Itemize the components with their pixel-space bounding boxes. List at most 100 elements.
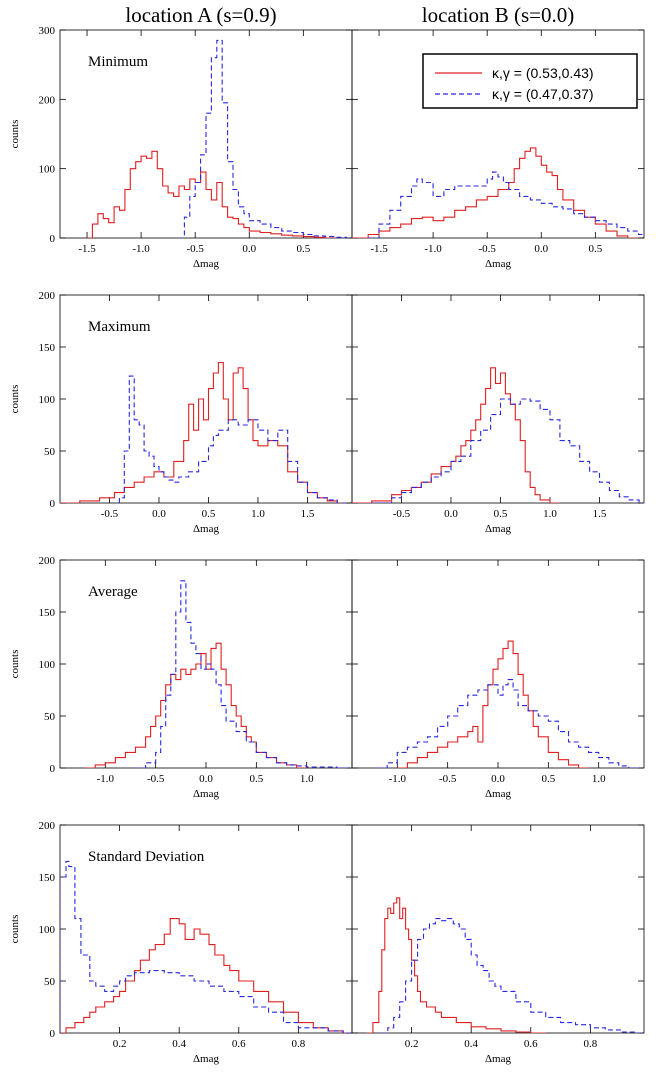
x-tick-label-0: 0.0 bbox=[444, 508, 458, 520]
panel-frame bbox=[351, 294, 645, 504]
x-tick-label-0p2: 0.2 bbox=[405, 1038, 419, 1050]
y-tick-label-200: 200 bbox=[39, 290, 56, 302]
panel-label: Minimum bbox=[88, 54, 148, 70]
series-1-histogram bbox=[377, 679, 639, 768]
series-1-histogram bbox=[381, 918, 644, 1033]
panels: 0 100 200 300 -1.5 -1.0 -0.5 0.0 0.5 Δmag counts Mi… bbox=[9, 25, 645, 1065]
y-tick-label-0: 0 bbox=[50, 233, 56, 245]
series-0-histogram bbox=[352, 147, 639, 238]
x-tick-label-1: 1.0 bbox=[543, 508, 557, 520]
x-tick-label-1p5: 1.5 bbox=[301, 508, 315, 520]
x-tick-label-m1p5: -1.5 bbox=[78, 243, 96, 255]
x-tick-label-0: 0.0 bbox=[491, 773, 505, 785]
y-tick-label-0: 0 bbox=[50, 498, 56, 510]
x-tick-label-0p5: 0.5 bbox=[202, 508, 216, 520]
legend-label-1: κ,γ = (0.47,0.37) bbox=[492, 86, 594, 102]
x-tick-label-0p5: 0.5 bbox=[541, 773, 555, 785]
y-tick-label-300: 300 bbox=[39, 25, 56, 37]
y-axis-label: counts bbox=[9, 650, 21, 679]
y-tick-label-50: 50 bbox=[44, 446, 56, 458]
series-1-histogram bbox=[135, 580, 352, 768]
y-tick-label-200: 200 bbox=[39, 555, 56, 567]
y-tick-label-100: 100 bbox=[39, 659, 56, 671]
x-tick-label-m0p5: -0.5 bbox=[478, 243, 496, 255]
x-tick-label-0p4: 0.4 bbox=[464, 1038, 478, 1050]
panel-5: -1.0 -0.5 0.0 0.5 1.0 Δmag bbox=[351, 559, 645, 800]
x-tick-label-0p5: 0.5 bbox=[249, 773, 263, 785]
panel-label: Average bbox=[88, 584, 138, 600]
x-tick-label-0p2: 0.2 bbox=[113, 1038, 127, 1050]
x-tick-label-1: 1.0 bbox=[592, 773, 606, 785]
legend: κ,γ = (0.53,0.43) κ,γ = (0.47,0.37) bbox=[422, 53, 638, 109]
x-tick-label-0p5: 0.5 bbox=[494, 508, 508, 520]
x-tick-label-0p6: 0.6 bbox=[524, 1038, 538, 1050]
y-axis-label: counts bbox=[9, 385, 21, 414]
x-tick-label-m0p5: -0.5 bbox=[186, 243, 204, 255]
x-tick-label-0p5: 0.5 bbox=[296, 243, 310, 255]
series-0-histogram bbox=[87, 150, 336, 238]
x-tick-label-0p5: 0.5 bbox=[588, 243, 602, 255]
x-tick-label-m1p5: -1.5 bbox=[370, 243, 388, 255]
y-tick-label-0: 0 bbox=[50, 763, 56, 775]
y-tick-label-200: 200 bbox=[39, 820, 56, 832]
column-title-location-b: location B (s=0.0) bbox=[422, 3, 574, 27]
x-tick-label-0: 0.0 bbox=[534, 243, 548, 255]
x-tick-label-0: 0.0 bbox=[242, 243, 256, 255]
x-axis-label: Δmag bbox=[485, 523, 512, 535]
series-1-histogram bbox=[368, 171, 644, 238]
y-tick-label-100: 100 bbox=[39, 164, 56, 176]
x-tick-label-0p8: 0.8 bbox=[291, 1038, 305, 1050]
x-tick-label-1p5: 1.5 bbox=[593, 508, 607, 520]
y-tick-label-200: 200 bbox=[39, 94, 56, 106]
series-1-histogram bbox=[118, 375, 348, 503]
series-1-histogram bbox=[60, 860, 352, 1033]
x-tick-label-m1: -1.0 bbox=[132, 243, 150, 255]
x-tick-label-0p6: 0.6 bbox=[232, 1038, 246, 1050]
panel-6: 0 50 100 150 200 0.2 0.4 0.6 0.8 Δmag counts Standa… bbox=[9, 820, 353, 1065]
series-0-histogram bbox=[352, 367, 560, 503]
legend-label-0: κ,γ = (0.53,0.43) bbox=[492, 65, 594, 81]
x-tick-label-0: 0.0 bbox=[199, 773, 213, 785]
panel-0: 0 100 200 300 -1.5 -1.0 -0.5 0.0 0.5 Δmag counts Mi… bbox=[9, 25, 353, 270]
y-axis-label: counts bbox=[9, 120, 21, 149]
x-axis-label: Δmag bbox=[193, 1053, 220, 1065]
y-tick-label-50: 50 bbox=[44, 711, 56, 723]
x-tick-label-m0p5: -0.5 bbox=[101, 508, 119, 520]
series-0-histogram bbox=[397, 640, 589, 768]
panel-label: Standard Deviation bbox=[88, 849, 205, 865]
x-tick-label-0p4: 0.4 bbox=[172, 1038, 186, 1050]
x-tick-label-m0p5: -0.5 bbox=[147, 773, 165, 785]
x-tick-label-m1: -1.0 bbox=[389, 773, 407, 785]
series-0-histogram bbox=[60, 918, 352, 1033]
panel-2: 0 50 100 150 200 -0.5 0.0 0.5 1.0 1.5 Δmag counts Ma… bbox=[9, 290, 353, 535]
y-tick-label-150: 150 bbox=[39, 342, 56, 354]
panel-7: 0.2 0.4 0.6 0.8 Δmag bbox=[351, 824, 645, 1065]
x-tick-label-1: 1.0 bbox=[251, 508, 265, 520]
x-axis-label: Δmag bbox=[193, 523, 220, 535]
series-0-histogram bbox=[60, 362, 348, 503]
panel-frame bbox=[351, 824, 645, 1034]
y-tick-label-100: 100 bbox=[39, 394, 56, 406]
x-tick-label-0p8: 0.8 bbox=[583, 1038, 597, 1050]
panel-label: Maximum bbox=[88, 319, 151, 335]
x-axis-label: Δmag bbox=[485, 1053, 512, 1065]
legend-box bbox=[422, 53, 638, 109]
y-tick-label-100: 100 bbox=[39, 924, 56, 936]
series-1-histogram bbox=[371, 398, 644, 503]
x-tick-label-1: 1.0 bbox=[300, 773, 314, 785]
panel-frame bbox=[351, 29, 645, 239]
x-tick-label-0: 0.0 bbox=[152, 508, 166, 520]
y-tick-label-150: 150 bbox=[39, 607, 56, 619]
panel-4: 0 50 100 150 200 -1.0 -0.5 0.0 0.5 1.0 Δmag counts A… bbox=[9, 555, 353, 800]
panel-3: -0.5 0.0 0.5 1.0 1.5 Δmag bbox=[351, 294, 645, 535]
x-tick-label-m1: -1.0 bbox=[97, 773, 115, 785]
column-title-location-a: location A (s=0.9) bbox=[125, 3, 276, 27]
panel-1: -1.5 -1.0 -0.5 0.0 0.5 Δmag bbox=[351, 29, 645, 270]
x-tick-label-m0p5: -0.5 bbox=[393, 508, 411, 520]
y-tick-label-0: 0 bbox=[50, 1028, 56, 1040]
x-tick-label-m0p5: -0.5 bbox=[439, 773, 457, 785]
y-axis-label: counts bbox=[9, 915, 21, 944]
y-tick-label-50: 50 bbox=[44, 976, 56, 988]
series-0-histogram bbox=[366, 897, 546, 1033]
